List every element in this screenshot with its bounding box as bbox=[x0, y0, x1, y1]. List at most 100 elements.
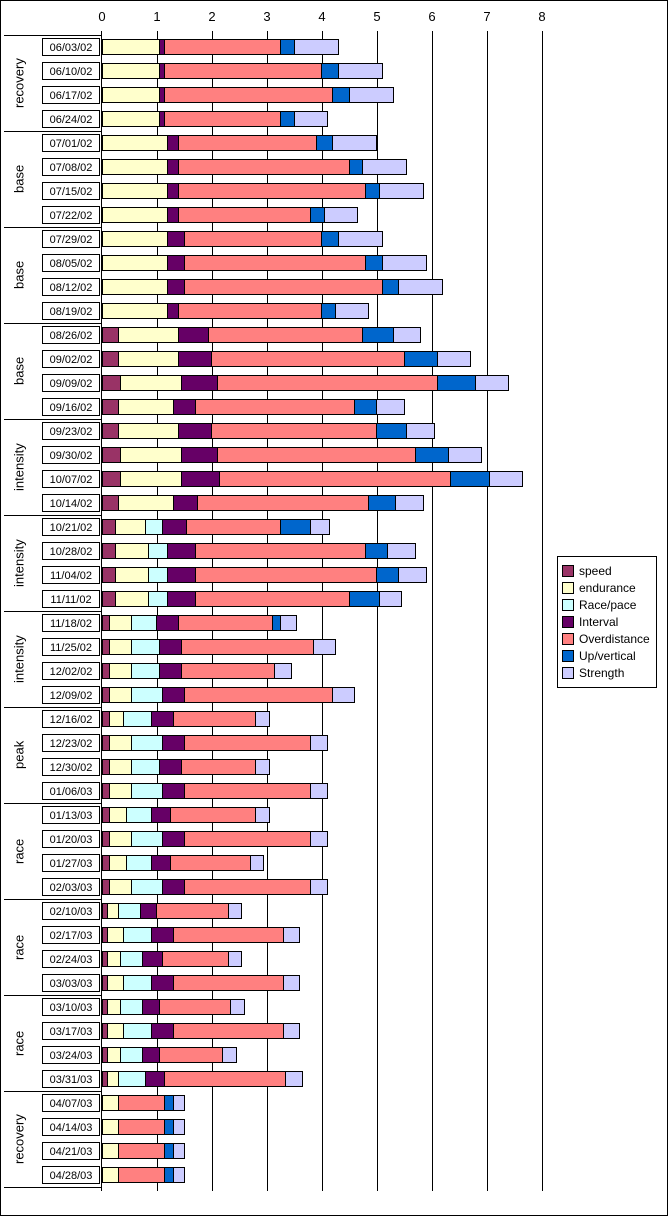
bar-segment-strength bbox=[311, 519, 330, 535]
legend-label: speed bbox=[579, 564, 612, 578]
bar-segment-endurance bbox=[110, 687, 132, 703]
bar-segment-speed bbox=[102, 663, 110, 679]
bar-segment-endurance bbox=[110, 663, 132, 679]
bar-segment-overdistance bbox=[179, 207, 311, 223]
date-label: 11/04/02 bbox=[42, 566, 100, 584]
bar-segment-interval bbox=[163, 687, 185, 703]
date-label: 12/23/02 bbox=[42, 734, 100, 752]
bar-segment-speed bbox=[102, 711, 110, 727]
x-tick-label: 4 bbox=[318, 9, 325, 24]
bar-segment-strength bbox=[396, 495, 424, 511]
bar-segment-strength bbox=[380, 183, 424, 199]
bar-segment-strength bbox=[174, 1119, 185, 1135]
bar-segment-racepace bbox=[132, 783, 162, 799]
bar-segment-upvertical bbox=[165, 1167, 173, 1183]
bar-segment-speed bbox=[102, 615, 110, 631]
legend: speedenduranceRace/paceIntervalOverdista… bbox=[557, 556, 657, 688]
bar-segment-strength bbox=[174, 1143, 185, 1159]
bar-segment-overdistance bbox=[212, 351, 405, 367]
bar-segment-overdistance bbox=[220, 471, 451, 487]
date-label: 03/31/03 bbox=[42, 1070, 100, 1088]
date-label: 12/16/02 bbox=[42, 710, 100, 728]
bar-segment-overdistance bbox=[182, 759, 256, 775]
bar-segment-racepace bbox=[127, 855, 152, 871]
bar-segment-interval bbox=[182, 447, 218, 463]
bar-segment-endurance bbox=[110, 783, 132, 799]
bar-segment-overdistance bbox=[212, 423, 377, 439]
bar-segment-endurance bbox=[102, 1119, 119, 1135]
bar-segment-overdistance bbox=[119, 1167, 166, 1183]
bar-segment-strength bbox=[275, 663, 292, 679]
legend-swatch bbox=[562, 650, 574, 662]
stacked-bar bbox=[102, 951, 242, 967]
bar-segment-endurance bbox=[119, 423, 180, 439]
stacked-bar bbox=[102, 495, 424, 511]
bar-segment-speed bbox=[102, 759, 110, 775]
gridline bbox=[542, 31, 543, 1191]
bar-segment-overdistance bbox=[198, 495, 369, 511]
bar-segment-racepace bbox=[132, 639, 160, 655]
bar-segment-upvertical bbox=[350, 591, 380, 607]
table-row: 09/02/02 bbox=[102, 347, 542, 371]
date-label: 02/10/03 bbox=[42, 902, 100, 920]
bar-segment-endurance bbox=[102, 183, 168, 199]
bar-segment-speed bbox=[102, 639, 110, 655]
phase-label: intensity bbox=[4, 419, 34, 515]
stacked-bar bbox=[102, 447, 482, 463]
bar-segment-strength bbox=[407, 423, 435, 439]
bar-segment-overdistance bbox=[179, 183, 366, 199]
bar-segment-upvertical bbox=[273, 615, 281, 631]
bar-segment-upvertical bbox=[438, 375, 477, 391]
x-tick-label: 2 bbox=[208, 9, 215, 24]
bar-segment-upvertical bbox=[333, 87, 350, 103]
bar-segment-upvertical bbox=[350, 159, 364, 175]
bar-segment-endurance bbox=[108, 951, 122, 967]
bar-segment-upvertical bbox=[366, 183, 380, 199]
x-tick-label: 3 bbox=[263, 9, 270, 24]
legend-swatch bbox=[562, 667, 574, 679]
x-tick-label: 0 bbox=[98, 9, 105, 24]
bar-segment-strength bbox=[377, 399, 405, 415]
bar-segment-overdistance bbox=[171, 855, 251, 871]
date-label: 09/23/02 bbox=[42, 422, 100, 440]
date-label: 04/07/03 bbox=[42, 1094, 100, 1112]
date-label: 10/21/02 bbox=[42, 518, 100, 536]
bar-segment-upvertical bbox=[322, 303, 336, 319]
table-row: 03/31/03 bbox=[102, 1067, 542, 1091]
x-tick-label: 7 bbox=[483, 9, 490, 24]
legend-label: Interval bbox=[579, 615, 618, 629]
legend-item: Interval bbox=[562, 615, 652, 629]
bar-segment-upvertical bbox=[355, 399, 377, 415]
table-row: 09/23/02 bbox=[102, 419, 542, 443]
bar-segment-upvertical bbox=[165, 1119, 173, 1135]
bar-segment-endurance bbox=[102, 255, 168, 271]
phase-label: peak bbox=[4, 707, 34, 803]
bar-segment-racepace bbox=[146, 519, 163, 535]
table-row: 03/17/03 bbox=[102, 1019, 542, 1043]
bar-segment-endurance bbox=[121, 471, 182, 487]
table-row: 12/02/02 bbox=[102, 659, 542, 683]
legend-swatch bbox=[562, 633, 574, 645]
table-row: 09/30/02 bbox=[102, 443, 542, 467]
table-row: 09/16/02 bbox=[102, 395, 542, 419]
date-label: 11/25/02 bbox=[42, 638, 100, 656]
stacked-bar bbox=[102, 783, 328, 799]
legend-item: Overdistance bbox=[562, 632, 652, 646]
bar-segment-racepace bbox=[132, 615, 157, 631]
stacked-bar bbox=[102, 687, 355, 703]
bar-segment-endurance bbox=[102, 1095, 119, 1111]
bar-segment-endurance bbox=[108, 1071, 119, 1087]
bar-segment-interval bbox=[168, 159, 179, 175]
bar-segment-speed bbox=[102, 519, 116, 535]
bar-segment-overdistance bbox=[174, 711, 257, 727]
bar-segment-racepace bbox=[149, 591, 168, 607]
bar-segment-strength bbox=[256, 711, 270, 727]
bar-segment-endurance bbox=[108, 975, 125, 991]
bar-segment-overdistance bbox=[119, 1119, 166, 1135]
bar-segment-overdistance bbox=[157, 903, 229, 919]
date-label: 08/12/02 bbox=[42, 278, 100, 296]
table-row: 01/27/03 bbox=[102, 851, 542, 875]
stacked-bar bbox=[102, 1167, 185, 1183]
stacked-bar bbox=[102, 1095, 185, 1111]
bar-segment-overdistance bbox=[185, 279, 383, 295]
